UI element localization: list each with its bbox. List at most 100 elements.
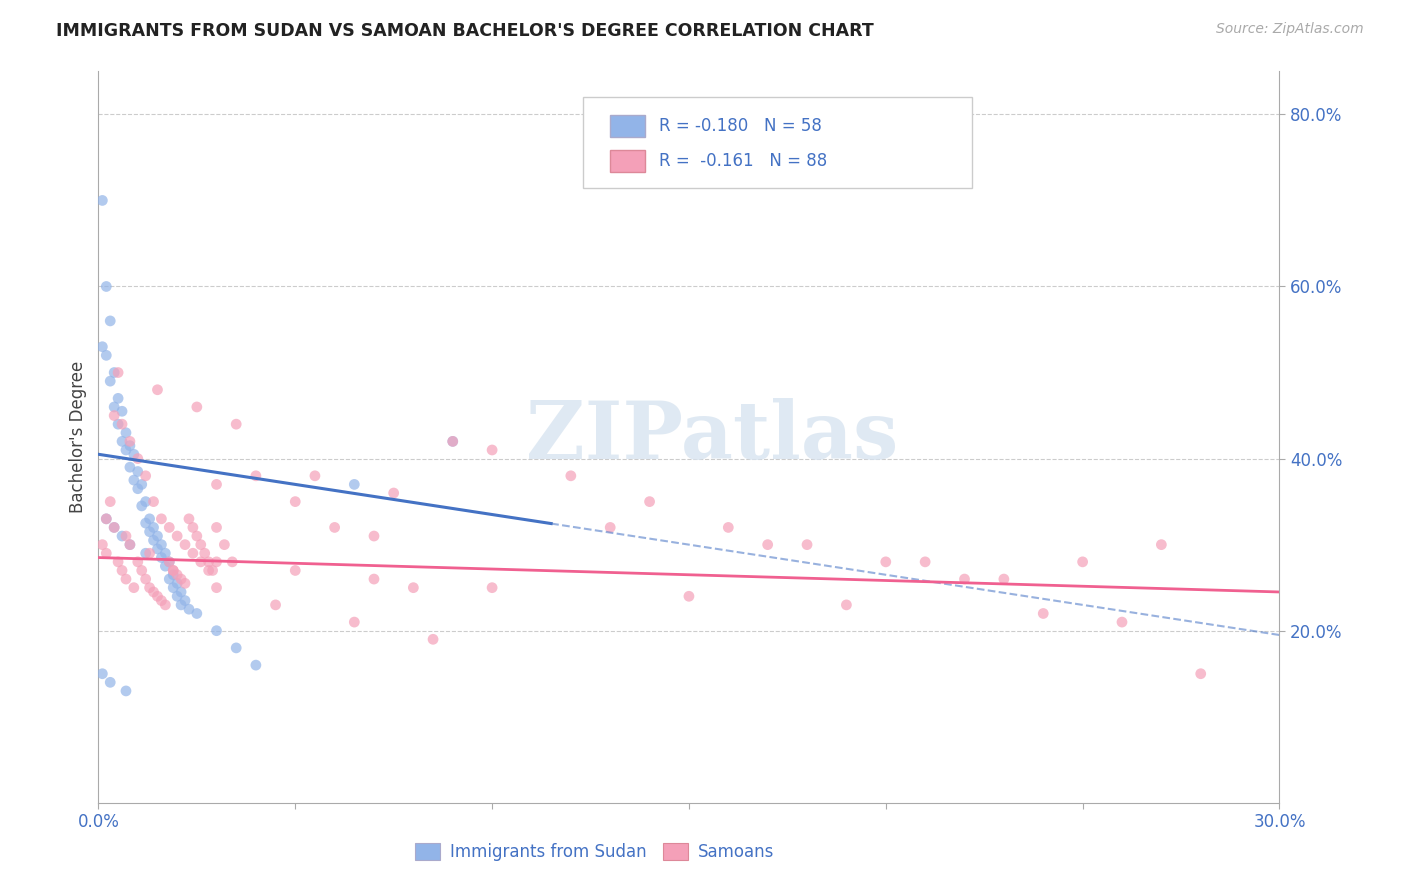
Point: [363, 572, 385, 586]
Point: [115, 425, 138, 440]
Point: [146, 589, 169, 603]
Point: [343, 477, 366, 491]
Point: [190, 555, 212, 569]
Point: [115, 684, 138, 698]
Point: [201, 564, 224, 578]
Point: [177, 512, 200, 526]
Point: [214, 538, 236, 552]
Point: [875, 555, 897, 569]
Point: [162, 564, 184, 578]
Point: [150, 593, 173, 607]
Point: [953, 572, 976, 586]
Point: [96, 512, 118, 526]
Point: [170, 598, 193, 612]
Point: [205, 520, 228, 534]
Point: [142, 585, 165, 599]
Point: [96, 348, 118, 362]
Point: [481, 442, 503, 457]
Point: [96, 546, 118, 560]
Point: [678, 589, 700, 603]
Point: [181, 546, 204, 560]
Point: [111, 404, 134, 418]
Point: [96, 512, 118, 526]
Point: [186, 607, 208, 621]
Point: [98, 675, 121, 690]
Point: [155, 559, 177, 574]
Point: [157, 555, 180, 569]
Point: [481, 581, 503, 595]
Point: [142, 494, 165, 508]
Point: [599, 520, 621, 534]
Point: [190, 538, 212, 552]
Point: [142, 533, 165, 548]
Point: [107, 555, 129, 569]
Point: [135, 546, 157, 560]
Text: R = -0.180   N = 58: R = -0.180 N = 58: [659, 117, 823, 136]
Point: [284, 564, 307, 578]
Point: [170, 572, 193, 586]
Point: [304, 468, 326, 483]
Point: [157, 555, 180, 569]
Point: [835, 598, 858, 612]
Legend: Immigrants from Sudan, Samoans: Immigrants from Sudan, Samoans: [408, 836, 780, 868]
Point: [914, 555, 936, 569]
Point: [98, 494, 121, 508]
Point: [174, 538, 197, 552]
Point: [103, 400, 125, 414]
Point: [343, 615, 366, 629]
Point: [135, 516, 157, 530]
Point: [162, 581, 184, 595]
Text: R =  -0.161   N = 88: R = -0.161 N = 88: [659, 152, 828, 169]
Text: Source: ZipAtlas.com: Source: ZipAtlas.com: [1216, 22, 1364, 37]
Point: [146, 383, 169, 397]
Point: [138, 546, 160, 560]
Point: [150, 538, 173, 552]
Point: [205, 555, 228, 569]
Point: [186, 529, 208, 543]
Point: [1150, 538, 1173, 552]
Point: [118, 439, 141, 453]
Point: [756, 538, 779, 552]
Point: [717, 520, 740, 534]
Point: [115, 572, 138, 586]
FancyBboxPatch shape: [610, 150, 645, 171]
Point: [174, 576, 197, 591]
Point: [135, 572, 157, 586]
Point: [138, 524, 160, 539]
Point: [382, 486, 405, 500]
Point: [98, 314, 121, 328]
FancyBboxPatch shape: [582, 97, 973, 188]
Point: [138, 581, 160, 595]
Point: [131, 477, 153, 491]
Point: [127, 555, 149, 569]
Point: [162, 567, 184, 582]
Point: [638, 494, 661, 508]
Point: [103, 520, 125, 534]
Point: [91, 538, 114, 552]
Point: [166, 589, 188, 603]
Point: [174, 593, 197, 607]
Point: [1071, 555, 1094, 569]
Point: [107, 417, 129, 432]
FancyBboxPatch shape: [610, 115, 645, 137]
Point: [1032, 607, 1054, 621]
Point: [103, 366, 125, 380]
Point: [225, 417, 247, 432]
Point: [245, 658, 267, 673]
Point: [118, 460, 141, 475]
Point: [166, 529, 188, 543]
Point: [118, 538, 141, 552]
Point: [205, 477, 228, 491]
Point: [1189, 666, 1212, 681]
Point: [98, 374, 121, 388]
Point: [166, 567, 188, 582]
Point: [91, 340, 114, 354]
Point: [221, 555, 243, 569]
Point: [122, 447, 145, 461]
Point: [225, 640, 247, 655]
Point: [363, 529, 385, 543]
Point: [284, 494, 307, 508]
Point: [118, 434, 141, 449]
Point: [127, 482, 149, 496]
Point: [993, 572, 1015, 586]
